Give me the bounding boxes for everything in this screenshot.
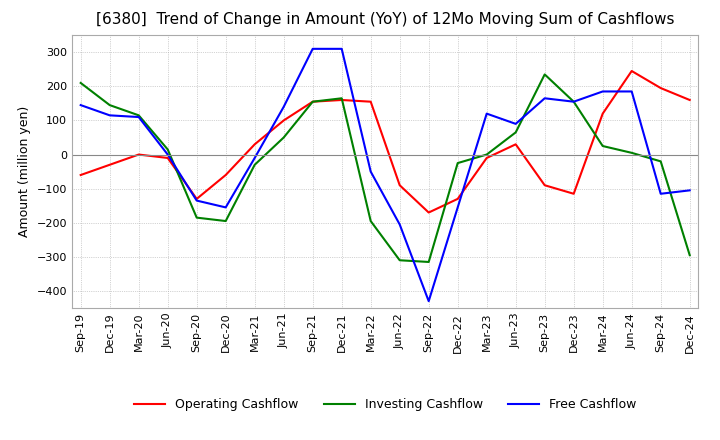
Operating Cashflow <box>395 183 404 188</box>
Operating Cashflow <box>221 172 230 178</box>
Free Cashflow <box>192 198 201 203</box>
Free Cashflow <box>308 46 317 51</box>
Free Cashflow <box>163 152 172 157</box>
Operating Cashflow <box>685 97 694 103</box>
Free Cashflow <box>570 99 578 104</box>
Operating Cashflow <box>338 97 346 103</box>
Investing Cashflow <box>135 113 143 118</box>
Investing Cashflow <box>395 258 404 263</box>
Free Cashflow <box>135 114 143 120</box>
Operating Cashflow <box>105 162 114 167</box>
Free Cashflow <box>598 89 607 94</box>
Legend: Operating Cashflow, Investing Cashflow, Free Cashflow: Operating Cashflow, Investing Cashflow, … <box>129 393 642 416</box>
Investing Cashflow <box>541 72 549 77</box>
Free Cashflow <box>657 191 665 196</box>
Operating Cashflow <box>308 99 317 104</box>
Line: Operating Cashflow: Operating Cashflow <box>81 71 690 213</box>
Free Cashflow <box>251 155 259 161</box>
Title: [6380]  Trend of Change in Amount (YoY) of 12Mo Moving Sum of Cashflows: [6380] Trend of Change in Amount (YoY) o… <box>96 12 675 27</box>
Investing Cashflow <box>598 143 607 149</box>
Operating Cashflow <box>511 142 520 147</box>
Investing Cashflow <box>308 99 317 104</box>
Free Cashflow <box>279 104 288 110</box>
Free Cashflow <box>627 89 636 94</box>
Y-axis label: Amount (million yen): Amount (million yen) <box>18 106 31 237</box>
Operating Cashflow <box>135 152 143 157</box>
Investing Cashflow <box>105 103 114 108</box>
Free Cashflow <box>338 46 346 51</box>
Free Cashflow <box>366 169 375 174</box>
Investing Cashflow <box>657 159 665 164</box>
Operating Cashflow <box>279 118 288 123</box>
Investing Cashflow <box>279 135 288 140</box>
Operating Cashflow <box>424 210 433 215</box>
Line: Free Cashflow: Free Cashflow <box>81 49 690 301</box>
Investing Cashflow <box>627 150 636 155</box>
Investing Cashflow <box>221 218 230 224</box>
Operating Cashflow <box>76 172 85 178</box>
Operating Cashflow <box>541 183 549 188</box>
Free Cashflow <box>541 95 549 101</box>
Free Cashflow <box>482 111 491 116</box>
Investing Cashflow <box>570 99 578 104</box>
Investing Cashflow <box>482 152 491 157</box>
Operating Cashflow <box>251 142 259 147</box>
Line: Investing Cashflow: Investing Cashflow <box>81 74 690 262</box>
Operating Cashflow <box>454 196 462 202</box>
Operating Cashflow <box>598 111 607 116</box>
Free Cashflow <box>221 205 230 210</box>
Free Cashflow <box>454 205 462 210</box>
Operating Cashflow <box>192 196 201 202</box>
Investing Cashflow <box>163 147 172 152</box>
Free Cashflow <box>395 222 404 227</box>
Investing Cashflow <box>511 130 520 135</box>
Investing Cashflow <box>192 215 201 220</box>
Operating Cashflow <box>570 191 578 196</box>
Investing Cashflow <box>366 218 375 224</box>
Operating Cashflow <box>163 155 172 161</box>
Operating Cashflow <box>482 155 491 161</box>
Free Cashflow <box>685 188 694 193</box>
Investing Cashflow <box>454 161 462 166</box>
Operating Cashflow <box>366 99 375 104</box>
Free Cashflow <box>76 103 85 108</box>
Investing Cashflow <box>685 253 694 258</box>
Free Cashflow <box>105 113 114 118</box>
Free Cashflow <box>511 121 520 127</box>
Investing Cashflow <box>251 162 259 167</box>
Operating Cashflow <box>657 85 665 91</box>
Free Cashflow <box>424 298 433 304</box>
Investing Cashflow <box>338 95 346 101</box>
Investing Cashflow <box>424 259 433 264</box>
Investing Cashflow <box>76 80 85 85</box>
Operating Cashflow <box>627 68 636 73</box>
